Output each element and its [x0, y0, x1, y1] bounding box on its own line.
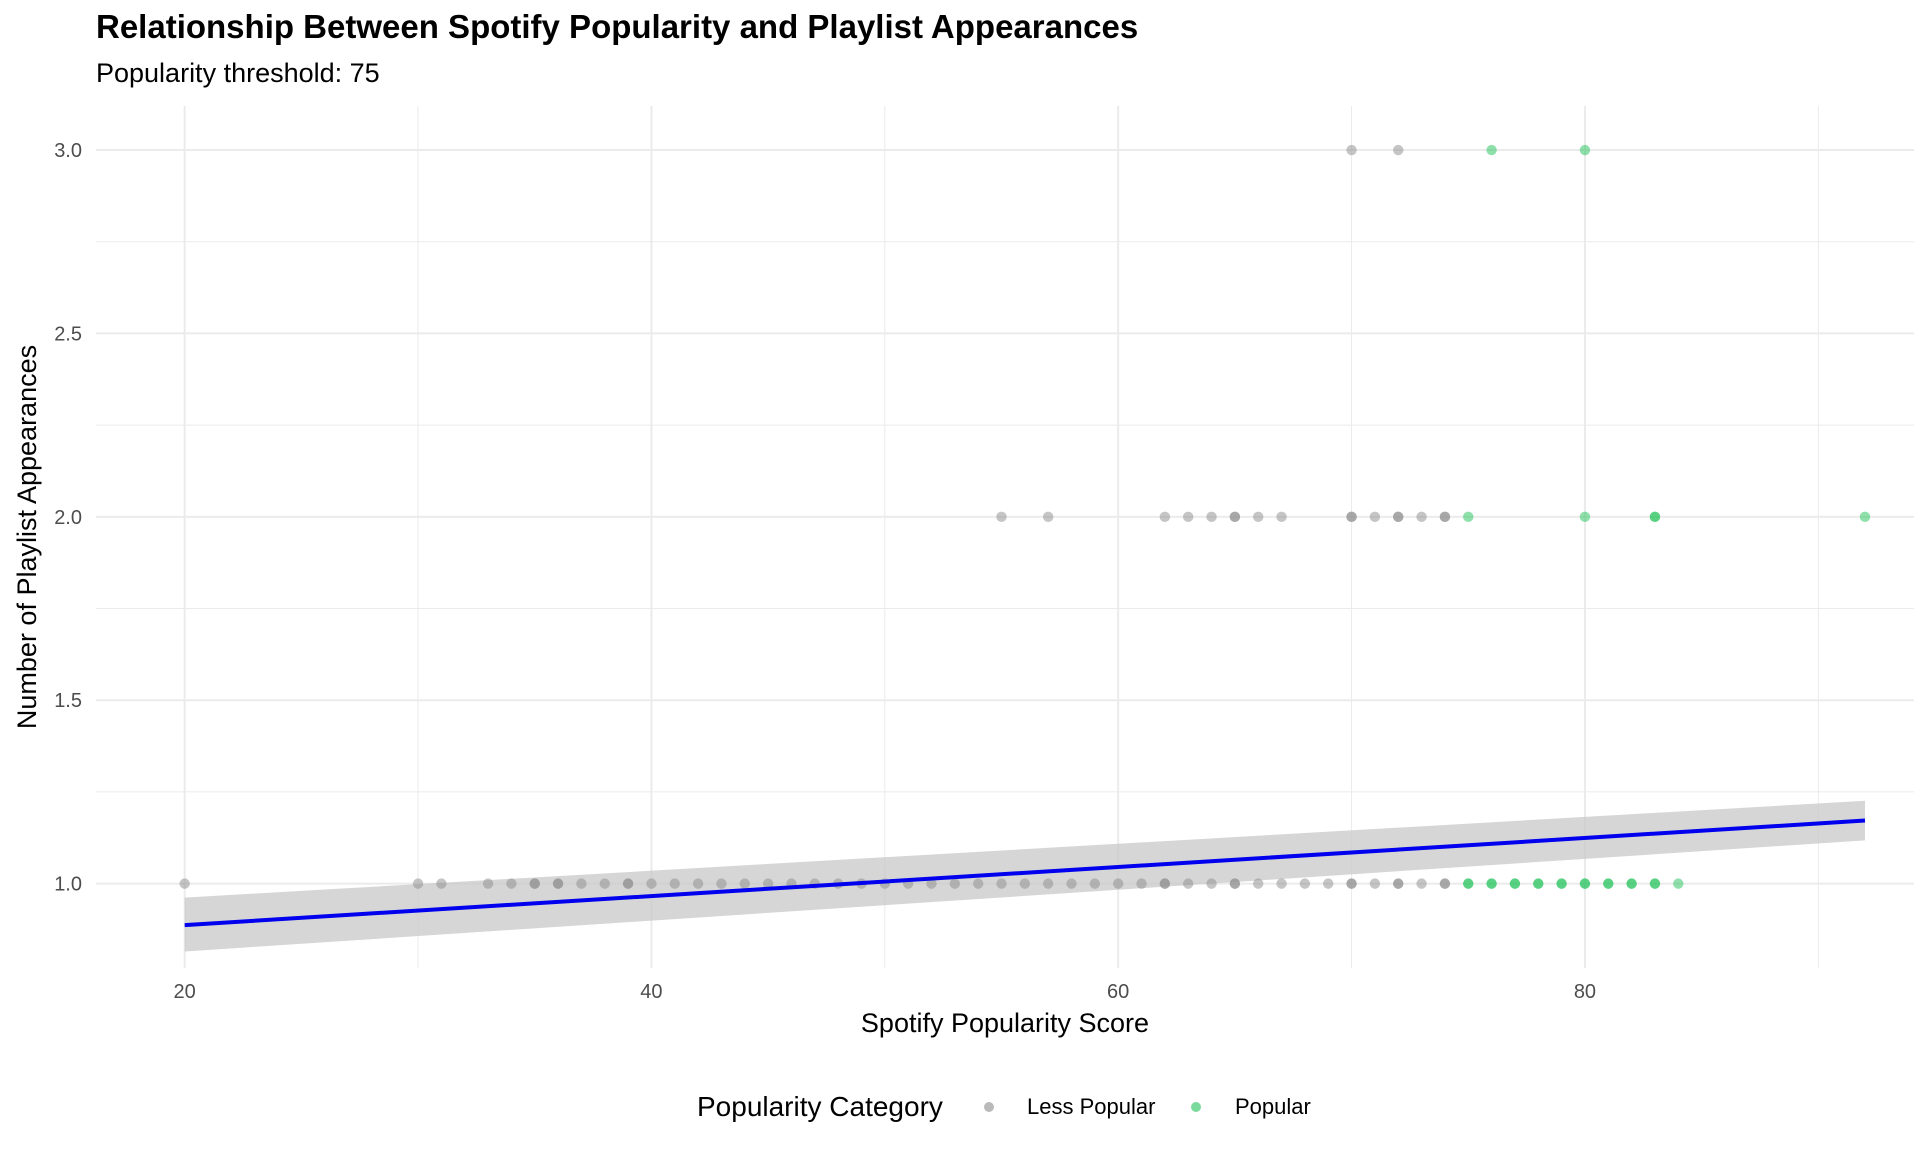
point-less-popular — [1323, 878, 1334, 889]
chart-title: Relationship Between Spotify Popularity … — [96, 8, 1139, 45]
point-less-popular — [1439, 511, 1451, 523]
point-less-popular — [1112, 878, 1124, 889]
point-popular — [1579, 511, 1591, 523]
point-popular — [1556, 878, 1567, 889]
point-less-popular — [1136, 878, 1147, 889]
point-less-popular — [1253, 878, 1264, 889]
point-popular — [1603, 878, 1614, 889]
point-less-popular — [179, 878, 190, 889]
legend-title: Popularity Category — [697, 1091, 943, 1122]
point-less-popular — [1393, 511, 1404, 523]
point-less-popular — [692, 878, 704, 889]
point-popular — [1626, 878, 1637, 889]
y-tick-label: 2.5 — [54, 323, 82, 345]
point-less-popular — [412, 878, 424, 889]
point-less-popular — [669, 878, 680, 889]
point-popular — [1463, 511, 1474, 523]
point-less-popular — [646, 878, 657, 889]
x-axis-title: Spotify Popularity Score — [861, 1008, 1149, 1038]
y-tick-label: 3.0 — [54, 140, 82, 162]
point-less-popular — [1229, 878, 1241, 889]
legend-swatch-popular — [1191, 1102, 1201, 1112]
grid-lines — [96, 106, 1914, 968]
point-less-popular — [1229, 511, 1241, 523]
point-popular — [1533, 878, 1544, 889]
confidence-band — [184, 800, 1865, 952]
point-less-popular — [1416, 511, 1427, 523]
point-less-popular — [996, 878, 1007, 889]
x-tick-label: 60 — [1107, 981, 1129, 1003]
point-less-popular — [529, 878, 540, 889]
point-less-popular — [762, 878, 774, 889]
point-popular — [1463, 878, 1474, 889]
point-popular — [1509, 878, 1521, 889]
x-tick-label: 40 — [640, 981, 662, 1003]
point-less-popular — [1206, 878, 1217, 889]
legend: Popularity Category Less Popular Popular — [697, 1091, 1311, 1122]
point-less-popular — [1042, 511, 1054, 523]
point-less-popular — [1183, 878, 1194, 889]
point-popular — [1649, 878, 1661, 889]
point-less-popular — [1346, 144, 1357, 156]
point-less-popular — [552, 878, 564, 889]
y-axis-title: Number of Playlist Appearances — [12, 345, 42, 729]
point-less-popular — [926, 878, 937, 889]
point-less-popular — [1393, 878, 1404, 889]
chart-subtitle: Popularity threshold: 75 — [96, 58, 380, 88]
y-tick-label: 2.0 — [54, 507, 82, 529]
point-popular — [1673, 878, 1684, 889]
data-points — [179, 144, 1871, 889]
point-less-popular — [1439, 878, 1451, 889]
point-popular — [1579, 878, 1591, 889]
point-less-popular — [996, 511, 1007, 523]
confidence-band-layer — [184, 800, 1865, 952]
point-less-popular — [622, 878, 634, 889]
point-less-popular — [506, 878, 517, 889]
point-less-popular — [1159, 511, 1171, 523]
point-less-popular — [1019, 878, 1031, 889]
point-less-popular — [1206, 511, 1217, 523]
point-less-popular — [1042, 878, 1054, 889]
point-less-popular — [1276, 511, 1287, 523]
point-less-popular — [972, 878, 984, 889]
point-less-popular — [436, 878, 447, 889]
point-popular — [1579, 144, 1591, 156]
point-popular — [1859, 511, 1871, 523]
point-less-popular — [1159, 878, 1171, 889]
point-less-popular — [1369, 878, 1381, 889]
point-less-popular — [1416, 878, 1427, 889]
point-less-popular — [576, 878, 587, 889]
trend-line-layer — [184, 818, 1866, 928]
legend-swatch-less-popular — [984, 1102, 994, 1112]
point-less-popular — [1393, 144, 1404, 156]
point-less-popular — [1299, 878, 1311, 889]
point-less-popular — [1089, 878, 1101, 889]
point-less-popular — [1346, 878, 1357, 889]
point-popular — [1649, 511, 1661, 523]
x-tick-label: 80 — [1574, 981, 1596, 1003]
point-popular — [1486, 144, 1497, 156]
trend-line — [184, 818, 1866, 928]
point-less-popular — [1346, 511, 1357, 523]
point-less-popular — [949, 878, 961, 889]
point-less-popular — [1253, 511, 1264, 523]
point-less-popular — [739, 878, 750, 889]
legend-label-popular: Popular — [1235, 1094, 1311, 1119]
x-tick-label: 20 — [174, 981, 196, 1003]
y-tick-label: 1.5 — [54, 690, 82, 712]
point-less-popular — [1066, 878, 1077, 889]
point-less-popular — [599, 878, 610, 889]
point-less-popular — [482, 878, 494, 889]
point-popular — [1486, 878, 1497, 889]
point-less-popular — [1183, 511, 1194, 523]
point-less-popular — [1369, 511, 1381, 523]
point-less-popular — [716, 878, 727, 889]
tick-labels: 20 40 60 80 1.0 1.5 2.0 2.5 3.0 — [54, 140, 1596, 1003]
point-less-popular — [1276, 878, 1287, 889]
y-tick-label: 1.0 — [54, 874, 82, 896]
legend-label-less-popular: Less Popular — [1027, 1094, 1155, 1119]
